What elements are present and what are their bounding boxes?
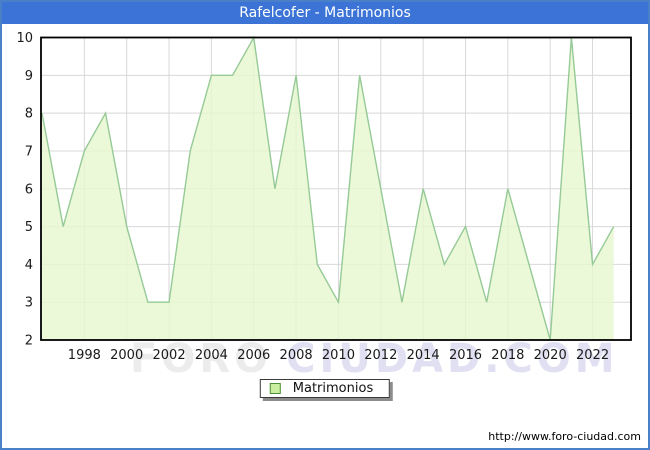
x-tick-label-2010: 2010 xyxy=(322,348,355,363)
x-tick-label-2004: 2004 xyxy=(195,348,228,363)
y-tick-label-2: 2 xyxy=(25,334,33,349)
plot-border xyxy=(40,36,632,341)
footer-url[interactable]: http://www.foro-ciudad.com xyxy=(488,430,641,443)
legend-box: Matrimonios xyxy=(259,379,391,398)
y-tick-label-6: 6 xyxy=(25,182,33,197)
line-series-matrimonios xyxy=(41,35,615,341)
x-tick-label-2022: 2022 xyxy=(576,348,609,363)
x-tick-label-2016: 2016 xyxy=(449,348,482,363)
y-tick-label-7: 7 xyxy=(25,144,33,159)
y-tick-label-10: 10 xyxy=(16,31,33,46)
legend-swatch-icon xyxy=(269,383,281,394)
x-tick-label-2008: 2008 xyxy=(280,348,313,363)
x-tick-label-2012: 2012 xyxy=(364,348,397,363)
watermark-part1: FORO xyxy=(130,336,273,382)
y-tick-label-4: 4 xyxy=(25,258,33,273)
x-tick-label-2002: 2002 xyxy=(153,348,186,363)
chart-title: Rafelcofer - Matrimonios xyxy=(239,5,411,21)
watermark-part2: CIUDAD.COM xyxy=(286,336,619,382)
chart-title-bar: Rafelcofer - Matrimonios xyxy=(2,2,648,24)
x-tick-label-2006: 2006 xyxy=(237,348,270,363)
y-tick-label-9: 9 xyxy=(25,69,33,84)
y-tick-label-3: 3 xyxy=(25,296,33,311)
y-tick-label-8: 8 xyxy=(25,107,33,122)
x-tick-label-2018: 2018 xyxy=(491,348,524,363)
y-tick-label-5: 5 xyxy=(25,220,33,235)
watermark: FORO CIUDAD.COM xyxy=(130,336,619,382)
x-tick-label-2020: 2020 xyxy=(534,348,567,363)
x-tick-label-1998: 1998 xyxy=(68,348,101,363)
x-tick-label-2014: 2014 xyxy=(407,348,440,363)
legend-label: Matrimonios xyxy=(292,381,374,396)
x-tick-label-2000: 2000 xyxy=(110,348,143,363)
area-series-matrimonios xyxy=(42,37,614,340)
